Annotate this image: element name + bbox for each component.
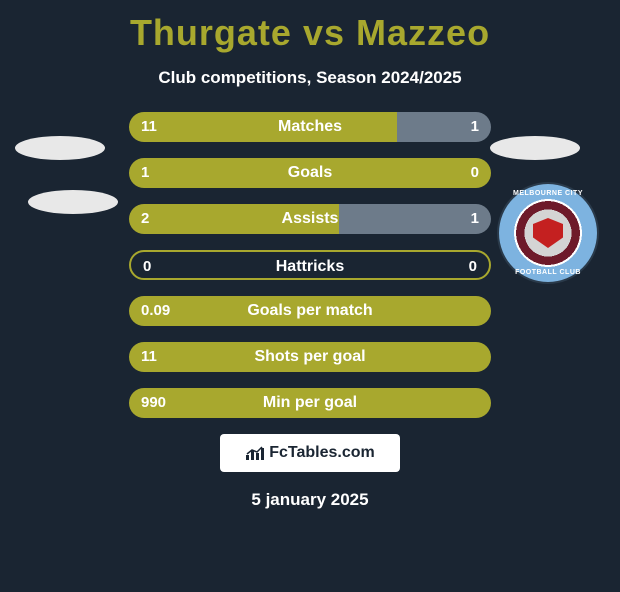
stat-row: 0.09Goals per match (129, 296, 491, 326)
stat-row: 990Min per goal (129, 388, 491, 418)
stat-label: Goals (129, 158, 491, 188)
stats-container: 111Matches 10Goals 21Assists 00Hattricks 0.0… (129, 112, 491, 418)
stat-label: Min per goal (129, 388, 491, 418)
crest-shield-icon (533, 218, 563, 248)
fctables-logo-text: FcTables.com (269, 444, 375, 462)
stat-label: Assists (129, 204, 491, 234)
placeholder-oval (15, 136, 105, 160)
subtitle: Club competitions, Season 2024/2025 (0, 68, 620, 88)
stat-label: Goals per match (129, 296, 491, 326)
placeholder-oval (28, 190, 118, 214)
vs-text: vs (303, 12, 345, 53)
crest-top-text: MELBOURNE CITY (513, 190, 583, 197)
page-title: Thurgate vs Mazzeo (0, 12, 620, 54)
stat-label: Shots per goal (129, 342, 491, 372)
stat-row: 11Shots per goal (129, 342, 491, 372)
date-text: 5 january 2025 (0, 490, 620, 510)
stat-label: Hattricks (131, 252, 489, 280)
crest-bottom-text: FOOTBALL CLUB (515, 269, 581, 276)
stat-row: 10Goals (129, 158, 491, 188)
player1-name: Thurgate (130, 12, 292, 53)
chart-icon (245, 445, 265, 461)
stat-label: Matches (129, 112, 491, 142)
club-crest: MELBOURNE CITY FOOTBALL CLUB (499, 184, 597, 282)
placeholder-oval (490, 136, 580, 160)
fctables-logo: FcTables.com (220, 434, 400, 472)
stat-row: 21Assists (129, 204, 491, 234)
stat-row: 111Matches (129, 112, 491, 142)
player2-name: Mazzeo (356, 12, 490, 53)
stat-row: 00Hattricks (129, 250, 491, 280)
